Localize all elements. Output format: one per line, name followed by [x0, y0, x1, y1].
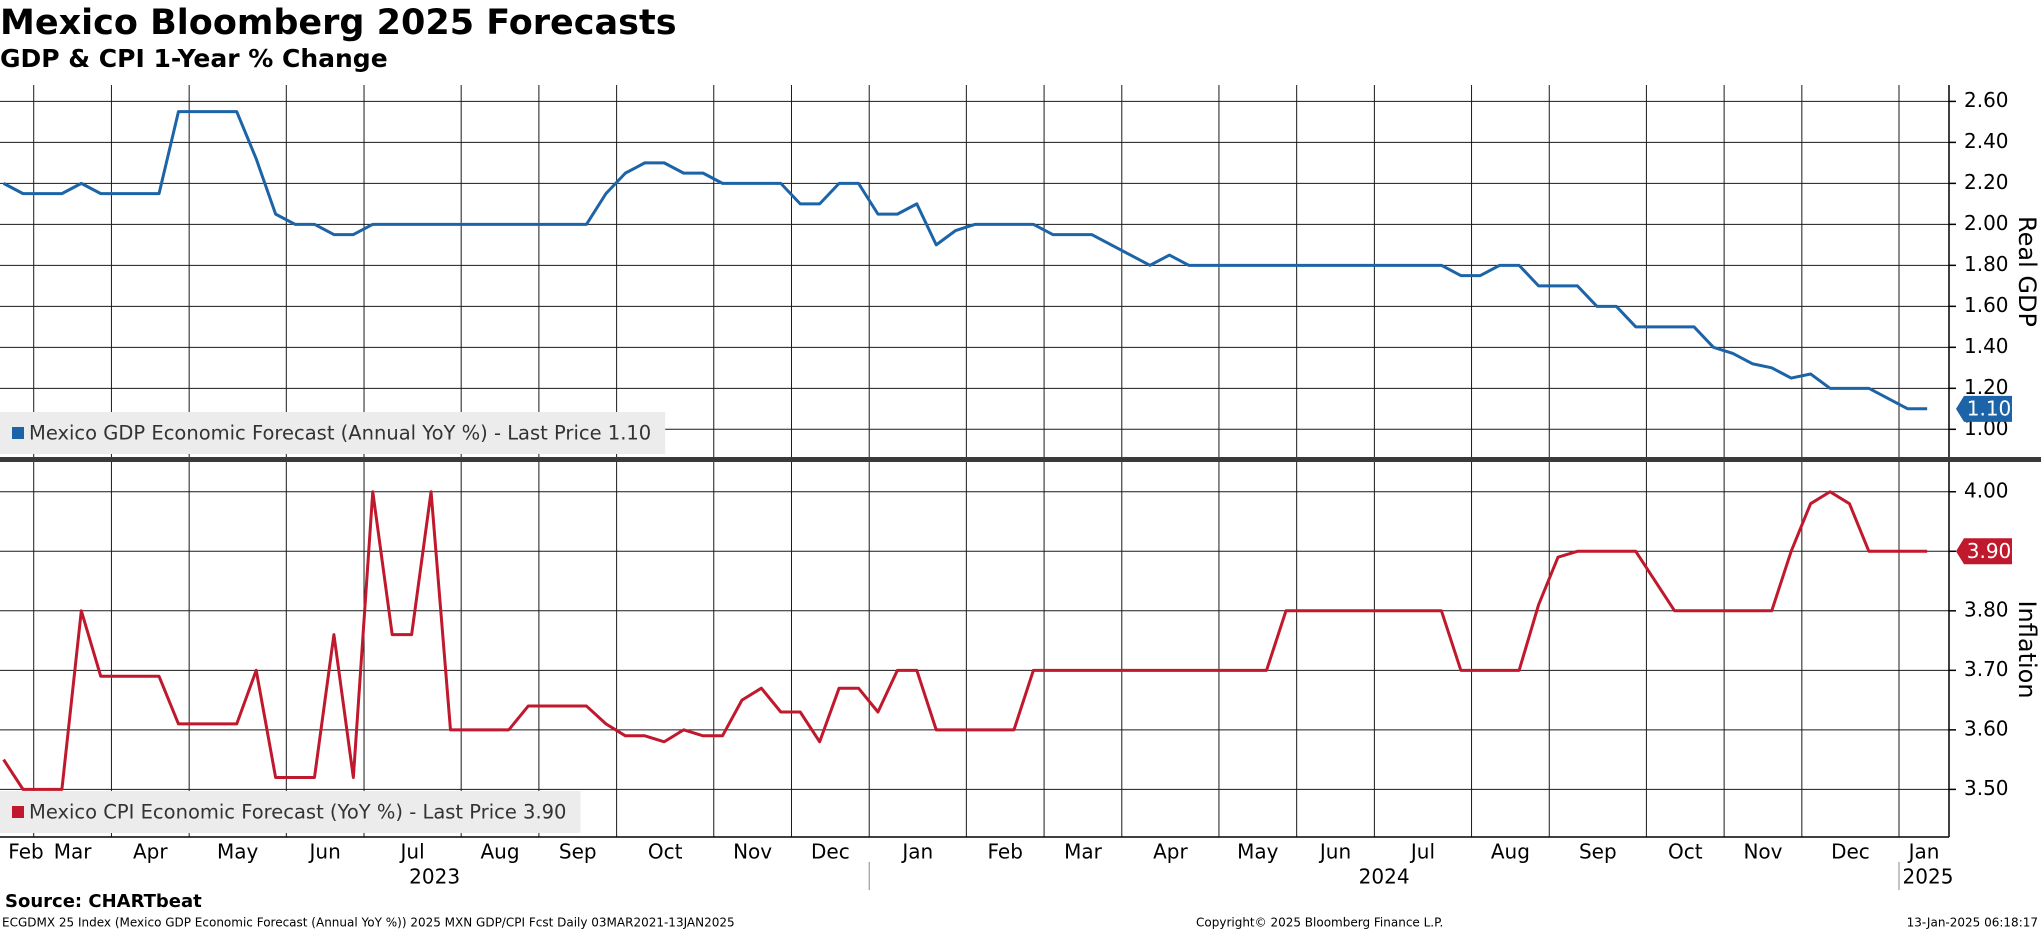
x-tick-label: Apr [1153, 840, 1188, 864]
y-axis-title: Real GDP [2013, 216, 2041, 327]
x-tick-label: Jun [308, 840, 341, 864]
year-label: 2023 [409, 865, 460, 889]
y-tick-label: 2.00 [1964, 211, 2009, 235]
x-tick-label: May [1237, 840, 1279, 864]
last-price-label: 1.10 [1967, 396, 2012, 420]
last-price-tag [1956, 538, 2012, 565]
x-tick-label: May [217, 840, 259, 864]
x-tick-label: Jul [399, 840, 425, 864]
x-tick-label: Dec [1831, 840, 1870, 864]
legend-background [0, 791, 581, 833]
legend-background [0, 412, 666, 454]
x-tick-label: Oct [1668, 840, 1703, 864]
x-tick-label: Jun [1318, 840, 1351, 864]
legend-label: Mexico GDP Economic Forecast (Annual YoY… [29, 422, 651, 445]
legend: Mexico CPI Economic Forecast (YoY %) - L… [0, 791, 581, 833]
footnote-left: ECGDMX 25 Index (Mexico GDP Economic For… [2, 916, 735, 930]
y-tick-label: 1.20 [1964, 375, 2009, 399]
x-tick-label: Sep [1579, 840, 1617, 864]
y-tick-label: 2.40 [1964, 129, 2009, 153]
x-tick-label: Sep [559, 840, 597, 864]
footnote-right: 13-Jan-2025 06:18:17 [1907, 916, 2038, 930]
x-tick-label: Jan [1907, 840, 1940, 864]
series-line [2, 490, 1928, 791]
x-tick-label: Oct [648, 840, 683, 864]
x-tick-label: Aug [481, 840, 520, 864]
footnote-center: Copyright© 2025 Bloomberg Finance L.P. [1196, 916, 1443, 930]
legend-label: Mexico CPI Economic Forecast (YoY %) - L… [29, 801, 566, 824]
x-tick-label: Nov [1743, 840, 1782, 864]
last-price-label: 3.90 [1967, 539, 2012, 563]
year-label: 2024 [1359, 865, 1410, 889]
x-tick-label: Feb [8, 840, 43, 864]
x-tick-label: Mar [54, 840, 93, 864]
legend: Mexico GDP Economic Forecast (Annual YoY… [0, 412, 666, 454]
x-tick-label: Dec [811, 840, 850, 864]
y-tick-label: 3.70 [1964, 657, 2009, 681]
y-tick-label: 2.60 [1964, 88, 2009, 112]
y-tick-label: 3.50 [1964, 776, 2009, 800]
series-line [2, 110, 1928, 411]
y-tick-label: 1.40 [1964, 334, 2009, 358]
last-price-tag [1956, 395, 2012, 422]
year-label: 2025 [1903, 865, 1954, 889]
x-tick-label: Jan [900, 840, 933, 864]
y-tick-label: 2.20 [1964, 170, 2009, 194]
legend-swatch [12, 806, 24, 818]
chart-title: Mexico Bloomberg 2025 Forecasts [0, 3, 677, 43]
panel-separator [0, 457, 2041, 462]
y-axis-title: Inflation [2013, 600, 2041, 698]
chart-subtitle: GDP & CPI 1-Year % Change [0, 44, 388, 73]
y-tick-label: 3.60 [1964, 716, 2009, 740]
x-tick-label: Mar [1064, 840, 1103, 864]
legend-swatch [12, 427, 24, 439]
x-tick-label: Nov [733, 840, 772, 864]
y-tick-label: 1.80 [1964, 252, 2009, 276]
y-tick-label: 1.60 [1964, 293, 2009, 317]
source: Source: CHARTbeat [5, 891, 202, 912]
x-tick-label: Aug [1491, 840, 1530, 864]
y-tick-label: 4.00 [1964, 478, 2009, 502]
x-tick-label: Apr [133, 840, 168, 864]
x-tick-label: Feb [988, 840, 1023, 864]
x-tick-label: Jul [1409, 840, 1435, 864]
y-tick-label: 3.80 [1964, 597, 2009, 621]
